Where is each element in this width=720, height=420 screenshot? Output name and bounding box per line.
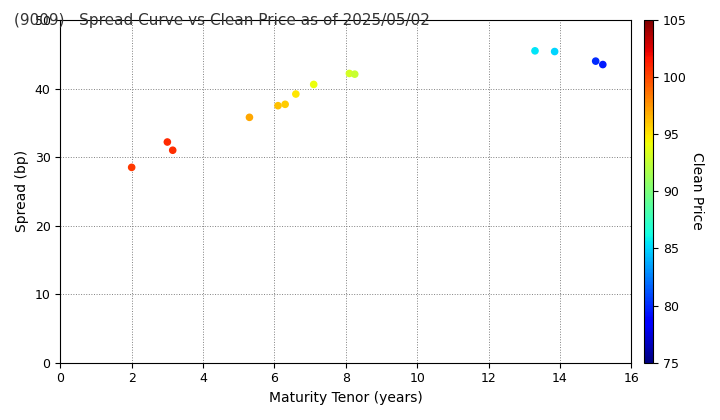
Point bbox=[549, 48, 560, 55]
X-axis label: Maturity Tenor (years): Maturity Tenor (years) bbox=[269, 391, 423, 405]
Point bbox=[590, 58, 601, 65]
Point bbox=[126, 164, 138, 171]
Point bbox=[279, 101, 291, 108]
Text: (9009)   Spread Curve vs Clean Price as of 2025/05/02: (9009) Spread Curve vs Clean Price as of… bbox=[14, 13, 431, 28]
Point bbox=[161, 139, 173, 145]
Point bbox=[243, 114, 255, 121]
Y-axis label: Clean Price: Clean Price bbox=[690, 152, 703, 230]
Point bbox=[349, 71, 361, 78]
Y-axis label: Spread (bp): Spread (bp) bbox=[15, 150, 29, 232]
Point bbox=[272, 102, 284, 109]
Point bbox=[597, 61, 608, 68]
Point bbox=[343, 70, 355, 77]
Point bbox=[529, 47, 541, 54]
Point bbox=[308, 81, 320, 88]
Point bbox=[167, 147, 179, 154]
Point bbox=[290, 91, 302, 97]
